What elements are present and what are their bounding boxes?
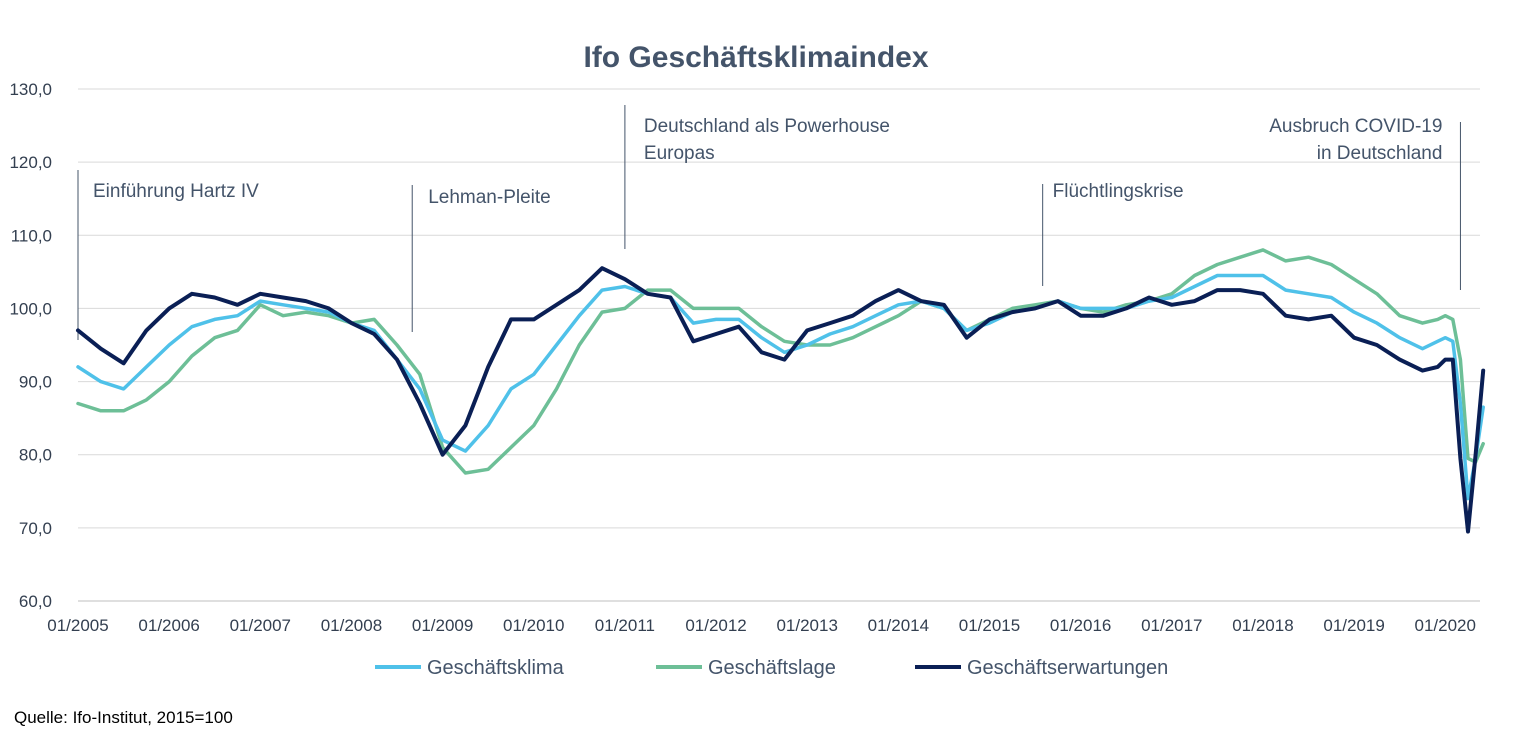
x-tick-label: 01/2007 xyxy=(230,616,291,635)
series-line-erwartungen xyxy=(76,266,1486,534)
x-tick-label: 01/2008 xyxy=(321,616,382,635)
legend-label: Geschäftslage xyxy=(708,657,836,679)
x-tick-label: 01/2014 xyxy=(868,616,929,635)
x-tick-label: 01/2020 xyxy=(1415,616,1476,635)
y-tick-label: 110,0 xyxy=(11,226,52,245)
y-tick-label: 100,0 xyxy=(9,299,52,318)
annotation-label: in Deutschland xyxy=(1317,143,1443,164)
annotation-label: Europas xyxy=(644,143,715,164)
annotation-label: Deutschland als Powerhouse xyxy=(644,116,890,137)
legend-label: Geschäftsklima xyxy=(427,657,565,679)
x-tick-label: 01/2013 xyxy=(776,616,837,635)
x-tick-label: 01/2010 xyxy=(503,616,564,635)
x-tick-label: 01/2009 xyxy=(412,616,473,635)
y-tick-label: 120,0 xyxy=(9,153,52,172)
x-tick-label: 01/2005 xyxy=(47,616,108,635)
y-tick-label: 70,0 xyxy=(19,519,52,538)
y-tick-label: 60,0 xyxy=(19,592,52,611)
y-axis-ticks: 60,0 70,0 80,0 90,0 100,0 110,0 120,0 130,0 xyxy=(9,80,52,611)
chart-title: Ifo Geschäftsklimaindex xyxy=(583,41,928,74)
legend: Geschäftsklima Geschäftslage Geschäftserwa… xyxy=(375,657,1168,679)
annotation-label: Ausbruch COVID-19 xyxy=(1269,116,1442,137)
legend-label: Geschäftserwartungen xyxy=(967,657,1168,679)
annotation-label: Lehman-Pleite xyxy=(428,187,551,208)
series-line-klima xyxy=(76,273,1485,501)
y-tick-label: 80,0 xyxy=(19,446,52,465)
x-axis-ticks: 01/2005 01/2006 01/2007 01/2008 01/2009 01/20… xyxy=(47,616,1476,635)
x-tick-label: 01/2006 xyxy=(138,616,199,635)
x-tick-label: 01/2018 xyxy=(1232,616,1293,635)
x-tick-label: 01/2015 xyxy=(959,616,1020,635)
series-lines xyxy=(76,248,1486,534)
x-tick-label: 01/2016 xyxy=(1050,616,1111,635)
annotation-label: Einführung Hartz IV xyxy=(93,181,259,202)
x-tick-label: 01/2012 xyxy=(685,616,746,635)
y-tick-label: 90,0 xyxy=(19,373,52,392)
series-line-lage xyxy=(76,248,1485,475)
y-tick-label: 130,0 xyxy=(9,80,52,99)
x-tick-label: 01/2017 xyxy=(1141,616,1202,635)
grid xyxy=(78,88,1480,602)
annotations: Einführung Hartz IV Lehman-Pleite Deutschl… xyxy=(77,105,1461,340)
source-note: Quelle: Ifo-Institut, 2015=100 xyxy=(14,708,233,727)
x-tick-label: 01/2019 xyxy=(1323,616,1384,635)
annotation-label: Flüchtlingskrise xyxy=(1053,181,1184,202)
x-tick-label: 01/2011 xyxy=(595,616,655,635)
